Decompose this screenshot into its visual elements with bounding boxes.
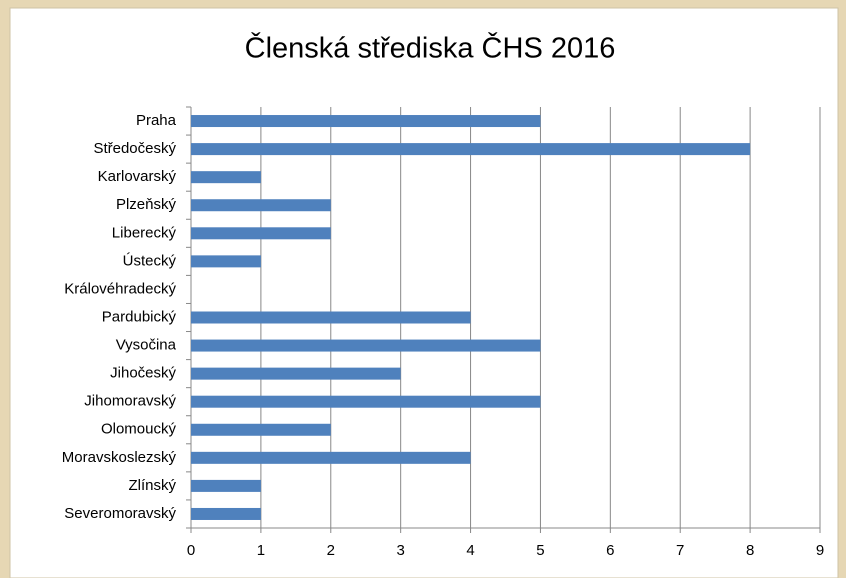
bar [191,255,261,268]
bar [191,171,261,184]
y-tick-label: Karlovarský [98,168,177,185]
bar [191,395,541,408]
x-tick-label: 7 [676,542,684,559]
y-tick-label: Praha [136,112,177,129]
bar [191,423,331,436]
bar [191,451,471,464]
x-tick-label: 3 [396,542,404,559]
x-tick-label: 9 [816,542,824,559]
y-tick-label: Ústecký [123,252,177,269]
x-tick-label: 5 [536,542,544,559]
y-tick-label: Královéhradecký [64,280,176,297]
bar [191,143,751,156]
y-tick-label: Vysočina [116,337,177,354]
bar [191,227,331,240]
bar [191,311,471,324]
chart-panel [9,7,839,578]
y-tick-label: Jihočeský [110,365,176,382]
y-tick-label: Olomoucký [101,421,177,438]
bar [191,115,541,128]
bar [191,339,541,352]
x-tick-label: 8 [746,542,754,559]
x-tick-label: 2 [327,542,335,559]
x-tick-label: 4 [466,542,474,559]
bar [191,479,261,492]
y-tick-label: Jihomoravský [84,393,176,410]
y-tick-label: Středočeský [93,140,176,157]
bar [191,199,331,212]
y-tick-label: Zlínský [128,477,176,494]
y-tick-label: Plzeňský [116,196,177,213]
y-tick-label: Pardubický [102,308,177,325]
chart-title: Členská střediska ČHS 2016 [245,31,616,65]
x-tick-label: 6 [606,542,614,559]
bar [191,367,401,380]
y-tick-label: Liberecký [112,224,177,241]
y-tick-label: Moravskoslezský [62,449,177,466]
y-tick-label: Severomoravský [64,505,176,522]
x-tick-label: 1 [257,542,265,559]
bar [191,507,261,520]
x-tick-label: 0 [187,542,195,559]
